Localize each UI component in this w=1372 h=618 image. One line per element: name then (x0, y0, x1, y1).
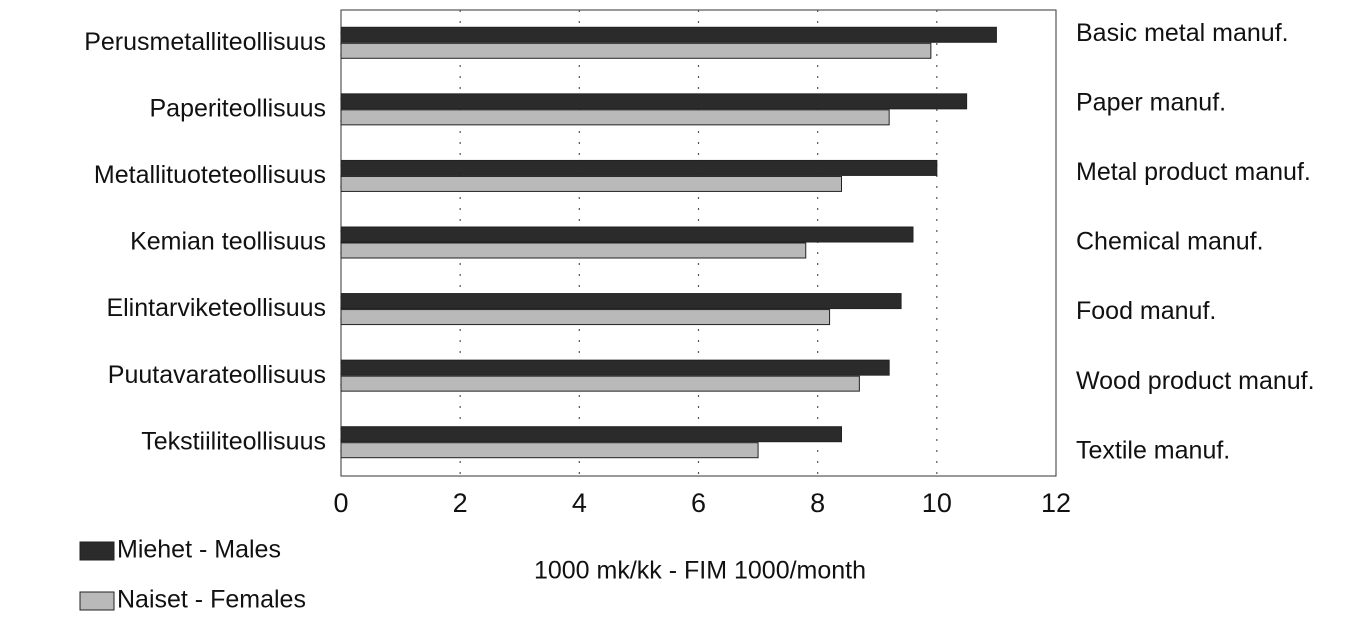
bar (340, 442, 759, 459)
y-tick-label: Kemian teollisuus (130, 228, 326, 256)
y-tick-label: Metallituoteteollisuus (94, 161, 326, 189)
secondary-label: Wood product manuf. (1076, 367, 1315, 395)
x-tick-label: 2 (453, 488, 468, 518)
x-tick-label: 6 (691, 488, 706, 518)
legend-swatch (79, 541, 115, 561)
x-tick-label: 12 (1041, 488, 1071, 518)
secondary-label: Food manuf. (1076, 297, 1216, 325)
bar (340, 93, 968, 110)
y-tick-label: Perusmetalliteollisuus (84, 28, 326, 56)
legend-label: Miehet - Males (117, 536, 281, 564)
x-tick-label: 4 (572, 488, 587, 518)
bar (340, 42, 932, 59)
bar (340, 359, 890, 376)
bar (340, 242, 807, 259)
y-tick-label: Elintarviketeollisuus (106, 294, 326, 322)
x-tick-label: 0 (333, 488, 348, 518)
bar (340, 26, 997, 43)
bar (340, 309, 831, 326)
bar (340, 175, 842, 192)
bar (340, 293, 902, 310)
y-tick-label: Puutavarateollisuus (108, 361, 326, 389)
x-tick-label: 10 (922, 488, 952, 518)
bar (340, 159, 938, 176)
bar (340, 375, 860, 392)
x-tick-label: 8 (810, 488, 825, 518)
y-tick-label: Paperiteollisuus (150, 94, 327, 122)
secondary-label: Chemical manuf. (1076, 228, 1264, 256)
secondary-label: Metal product manuf. (1076, 158, 1311, 186)
y-tick-label: Tekstiiliteollisuus (141, 427, 326, 455)
secondary-label: Basic metal manuf. (1076, 19, 1289, 47)
legend-label: Naiset - Females (117, 586, 306, 614)
legend-swatch (79, 591, 115, 611)
bar (340, 426, 842, 443)
secondary-label: Paper manuf. (1076, 88, 1226, 116)
bar (340, 226, 914, 243)
secondary-label: Textile manuf. (1076, 436, 1230, 464)
bar (340, 109, 890, 126)
x-axis-label: 1000 mk/kk - FIM 1000/month (534, 557, 866, 585)
